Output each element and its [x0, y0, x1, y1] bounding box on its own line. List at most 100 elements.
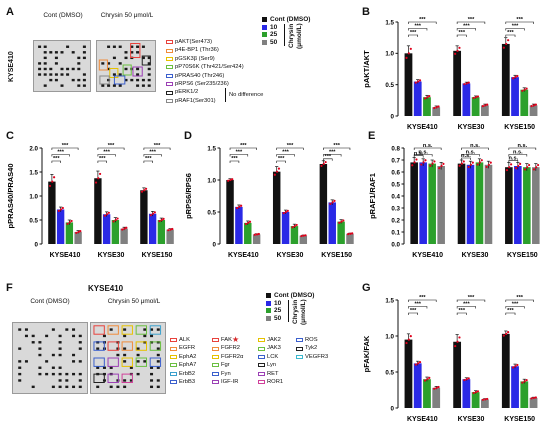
blot-target-box [132, 66, 143, 77]
bar [419, 162, 427, 244]
significance-bracket [456, 306, 476, 309]
antibody-color-key [212, 380, 219, 385]
data-point [413, 161, 416, 164]
bar [511, 366, 519, 408]
blot-target-box [135, 325, 147, 335]
data-point [329, 202, 332, 206]
blot-spot [112, 45, 116, 48]
significance-bracket [51, 160, 61, 163]
data-point [474, 96, 478, 99]
data-point [103, 214, 106, 217]
significance-bracket [456, 28, 476, 31]
data-point [528, 163, 531, 167]
y-tick-label: 0 [391, 113, 395, 120]
blot-target-box [149, 325, 162, 335]
bar [281, 212, 290, 244]
antibody-item: pPRAS40 (Thr246) [166, 72, 246, 80]
data-point [320, 164, 323, 168]
array-f-cell-line: KYSE410 [88, 284, 124, 293]
blot-spot [156, 347, 160, 350]
chart-d: 00.51.01.5pRPS6/RPS6KYSE410*********KYSE… [184, 143, 354, 259]
blot-spot [38, 366, 42, 369]
data-point [143, 189, 146, 192]
blot-spot [18, 366, 22, 369]
significance-bracket [408, 21, 437, 24]
data-point [465, 82, 468, 85]
blot-spot [49, 51, 53, 54]
blot-spot [112, 56, 116, 60]
blot-spot [60, 51, 64, 54]
blot-spot [78, 341, 82, 344]
significance-label: *** [410, 308, 417, 314]
data-point [454, 52, 457, 55]
blot-spot [31, 334, 35, 338]
data-point [291, 226, 294, 229]
data-point [351, 232, 354, 235]
bar [462, 379, 471, 408]
significance-label: *** [57, 150, 64, 156]
significance-label: *** [333, 143, 340, 149]
significance-bracket [461, 157, 471, 160]
data-point [437, 105, 440, 108]
array-f-antibody-column-1: ALK EGFR EphA2 EphA7 ErbB2 ErbB3 [170, 336, 210, 386]
antibody-item: pERK1/2 [166, 88, 246, 96]
x-category-label: KYSE150 [507, 252, 538, 259]
bar [328, 202, 336, 244]
significance-label: n.s. [509, 156, 519, 162]
significance-bracket [413, 155, 424, 158]
antibody-item: p4E-BP1 (Thr36) [166, 46, 246, 54]
significance-label: n.s. [466, 150, 476, 156]
data-point [255, 233, 259, 236]
bar [475, 162, 484, 244]
data-point [409, 335, 412, 338]
blot-spot [123, 328, 127, 331]
bar [157, 220, 166, 244]
blot-target-box [93, 325, 105, 335]
data-point [484, 104, 487, 107]
bar [337, 221, 345, 244]
bar [423, 379, 431, 408]
blot-spot [107, 84, 111, 87]
blot-spot [123, 353, 127, 357]
significance-label: *** [419, 17, 426, 23]
bar [413, 81, 422, 116]
significance-bracket [97, 160, 107, 163]
blot-spot [82, 73, 86, 76]
antibody-item: ErbB2 [170, 370, 210, 378]
data-point [507, 331, 510, 334]
antibody-color-key [166, 90, 173, 95]
x-category-label: KYSE410 [412, 252, 443, 259]
data-point [112, 220, 115, 223]
blot-spot [18, 328, 22, 331]
data-point [508, 166, 511, 169]
significance-bracket [508, 154, 528, 157]
y-tick-label: 0.4 [391, 193, 400, 200]
blot-spot [141, 78, 145, 82]
data-point [409, 47, 412, 50]
data-point [342, 219, 345, 222]
blot-spot [129, 379, 133, 382]
legend-bottom: Cont (DMSO) 10 25 50 [266, 292, 336, 322]
bar [413, 363, 422, 408]
significance-bracket [51, 154, 70, 157]
significance-label: n.s. [513, 150, 523, 156]
data-point [458, 46, 461, 49]
data-point [467, 81, 470, 84]
data-point [331, 201, 334, 204]
antibody-color-key [170, 338, 177, 343]
blot-spot [66, 45, 70, 48]
data-point [347, 233, 350, 236]
blot-spot [107, 67, 111, 71]
data-point [238, 205, 241, 208]
blot-target-box [121, 341, 133, 351]
blot-spot [136, 372, 140, 376]
antibody-color-key [170, 371, 177, 376]
significance-bracket [408, 34, 419, 37]
data-point [467, 377, 470, 380]
array-f-antibody-column-3: JAK2 JAK3 LCK Lyn RET ROR1 [258, 336, 294, 386]
antibody-item: Fyn [212, 370, 256, 378]
data-point [517, 164, 520, 168]
blot-spot [156, 328, 160, 331]
blot-target-box [109, 68, 119, 78]
blot-spot [124, 67, 128, 71]
